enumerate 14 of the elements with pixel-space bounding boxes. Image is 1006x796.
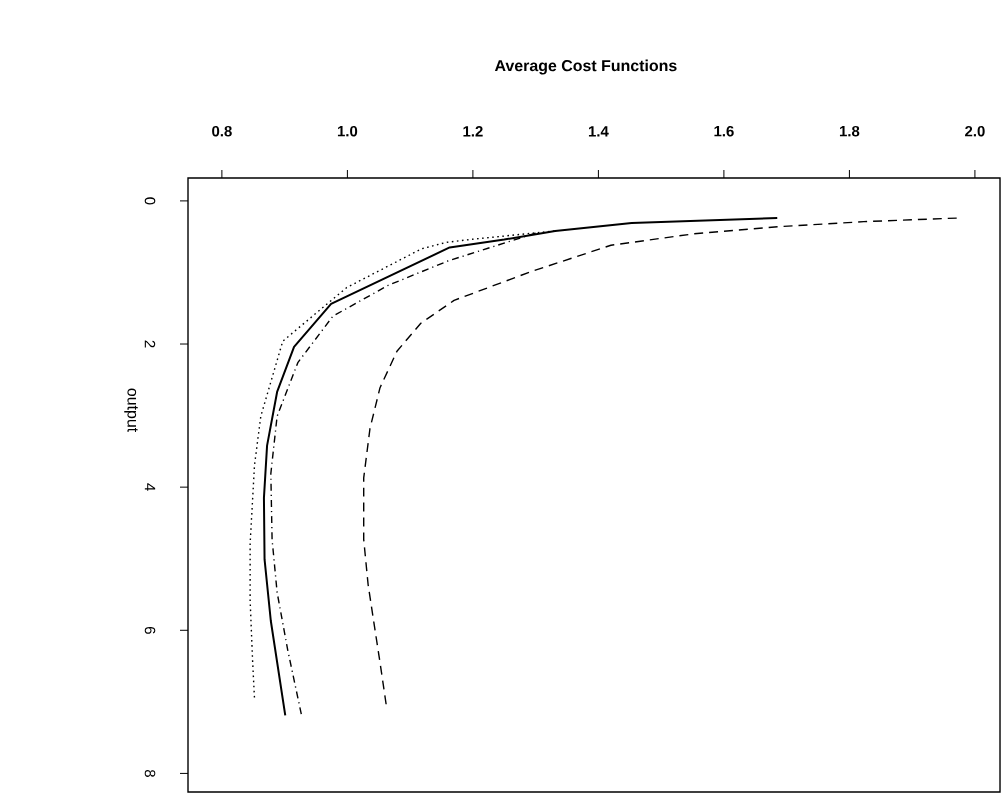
y-tick-label: 8 [144, 769, 156, 777]
y-tick-label: 6 [144, 626, 156, 634]
x-tick-label: 1.0 [337, 125, 358, 137]
chart-title: Average Cost Functions [494, 59, 677, 75]
y-tick-label: 0 [144, 197, 156, 205]
x-tick-label: 2.0 [965, 125, 985, 137]
x-tick-label: 1.6 [714, 125, 734, 137]
x-tick-label: 1.2 [463, 126, 483, 137]
y-tick-label: 4 [144, 483, 156, 491]
y-axis-title: output [124, 388, 138, 433]
x-tick-label: 1.8 [839, 125, 860, 137]
y-tick-label: 2 [144, 340, 156, 348]
x-tick-label: 1.4 [588, 126, 609, 137]
x-tick-label: 0.8 [212, 125, 232, 137]
